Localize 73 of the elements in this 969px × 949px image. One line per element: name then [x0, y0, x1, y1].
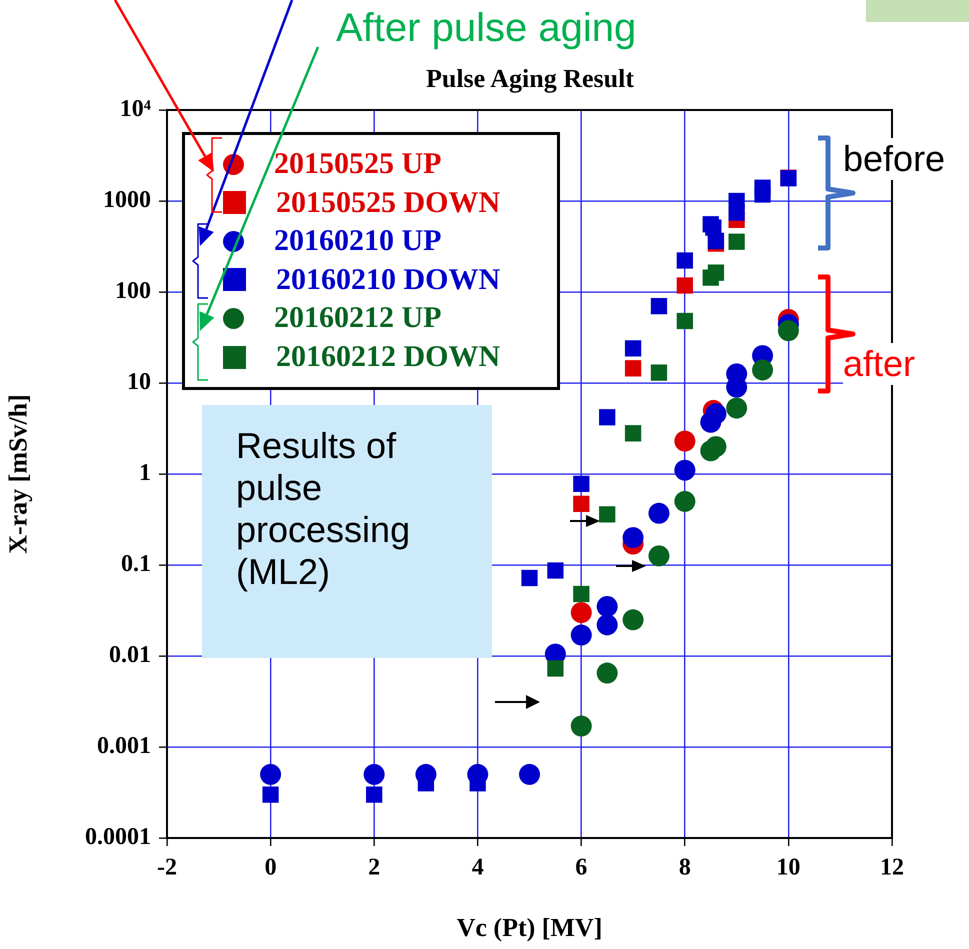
- y-tick-label: 10: [127, 369, 151, 396]
- point: [573, 476, 590, 492]
- y-tick-label: 0.001: [97, 733, 151, 760]
- point: [676, 312, 693, 330]
- point: [674, 430, 696, 452]
- text: After pulse aging: [336, 6, 636, 51]
- point: [624, 425, 642, 442]
- y-tick-label: 100: [115, 278, 151, 304]
- point: [650, 364, 668, 381]
- x-tick-label: 12: [880, 854, 904, 881]
- point: [674, 490, 696, 512]
- legend-label: 20160212 UP: [274, 301, 442, 336]
- y-tick-label: 10⁴: [120, 96, 151, 122]
- y-axis-title: X-ray [mSv/h]: [3, 394, 32, 554]
- point: [596, 596, 618, 617]
- point: [726, 398, 748, 419]
- point: [705, 436, 726, 458]
- legend-label: 20160210 DOWN: [276, 262, 500, 297]
- legend-label: 20160212 DOWN: [276, 340, 500, 374]
- point: [650, 298, 668, 314]
- annotation: after: [843, 343, 916, 385]
- point: [573, 496, 590, 512]
- point: [260, 764, 282, 785]
- point: [366, 786, 382, 803]
- point: [778, 320, 799, 342]
- point: [521, 570, 538, 586]
- point: [547, 660, 564, 677]
- legend-label: 20150525 UP: [274, 147, 442, 181]
- x-tick-label: 8: [678, 854, 691, 881]
- x-tick-label: 6: [575, 854, 588, 881]
- x-tick-label: -2: [157, 854, 177, 881]
- point: [728, 192, 745, 210]
- point: [648, 502, 670, 524]
- point: [622, 527, 644, 548]
- point: [596, 614, 618, 636]
- point: [752, 359, 774, 380]
- point: [624, 340, 642, 357]
- point: [622, 609, 644, 630]
- x-axis-title: Vc (Pt) [MV]: [456, 913, 602, 942]
- y-tick-label: 0.01: [109, 642, 151, 668]
- legend-label: 20150525 DOWN: [276, 186, 500, 220]
- legend-label: 20160210 UP: [274, 224, 442, 258]
- point: [547, 562, 564, 579]
- point: [364, 764, 385, 785]
- point: [676, 252, 693, 269]
- y-tick-label: 1: [139, 460, 151, 486]
- point: [599, 506, 616, 523]
- annotation: before: [843, 138, 946, 180]
- point: [674, 460, 696, 481]
- point: [728, 234, 745, 250]
- point: [624, 360, 642, 376]
- point: [570, 716, 592, 737]
- point: [708, 264, 724, 281]
- point: [676, 277, 693, 294]
- x-tick-label: 0: [264, 854, 277, 881]
- point: [519, 764, 540, 785]
- y-tick-label: 0.1: [121, 551, 151, 578]
- point: [599, 409, 616, 426]
- chart-title: Pulse Aging Result: [424, 64, 636, 94]
- x-tick-label: 4: [472, 854, 484, 881]
- y-tick-label: 1000: [103, 187, 151, 214]
- point: [705, 403, 726, 424]
- point: [573, 586, 590, 602]
- point: [570, 602, 592, 624]
- point: [596, 662, 618, 684]
- point: [262, 786, 279, 803]
- y-tick-label: 0.0001: [85, 824, 151, 850]
- x-tick-label: 2: [368, 854, 380, 881]
- x-tick-label: 10: [776, 854, 800, 881]
- point: [648, 545, 670, 566]
- point: [708, 232, 724, 250]
- point: [570, 624, 592, 646]
- point: [754, 180, 771, 196]
